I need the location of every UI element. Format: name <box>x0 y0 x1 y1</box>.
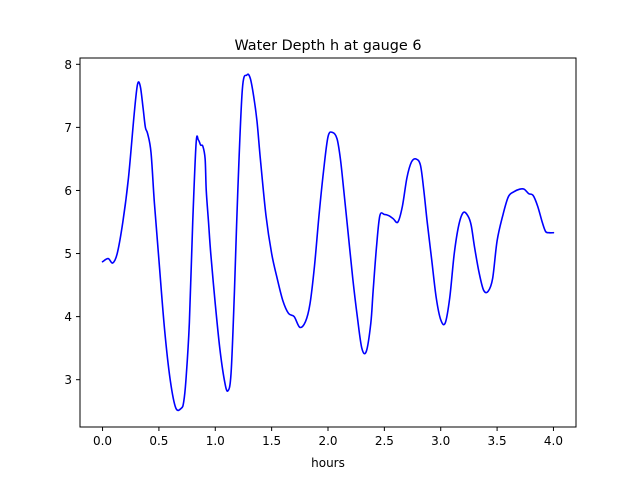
y-tick-label: 6 <box>64 184 72 198</box>
x-tick-label: 0.5 <box>149 434 168 448</box>
x-tick-label: 1.5 <box>262 434 281 448</box>
y-tick-label: 4 <box>64 310 72 324</box>
y-tick-label: 8 <box>64 58 72 72</box>
x-tick-label: 1.0 <box>206 434 225 448</box>
x-axis: 0.0 0.5 1.0 1.5 2.0 2.5 3.0 3.5 4.0 <box>93 427 563 448</box>
x-tick-label: 2.0 <box>318 434 337 448</box>
x-tick-label: 2.5 <box>375 434 394 448</box>
x-tick-label: 4.0 <box>544 434 563 448</box>
y-tick-label: 7 <box>64 121 72 135</box>
x-tick-label: 3.0 <box>431 434 450 448</box>
water-depth-line <box>101 73 555 412</box>
x-tick-label: 3.5 <box>488 434 507 448</box>
y-axis: 3 4 5 6 7 8 <box>64 58 80 387</box>
y-tick-label: 5 <box>64 247 72 261</box>
x-axis-label: hours <box>311 456 345 470</box>
chart-title: Water Depth h at gauge 6 <box>234 38 421 54</box>
plot-area <box>101 73 555 412</box>
x-tick-label: 0.0 <box>93 434 112 448</box>
y-tick-label: 3 <box>64 373 72 387</box>
